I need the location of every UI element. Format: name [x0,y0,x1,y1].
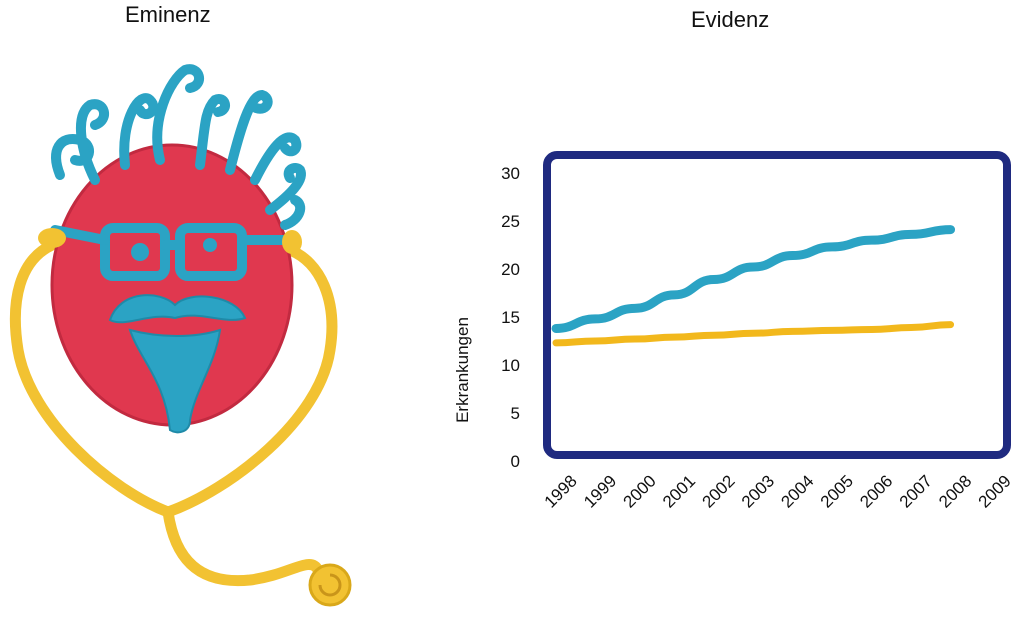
y-axis-label: Erkrankungen [453,317,472,423]
series-line-1 [551,225,956,333]
x-tick-label: 2004 [777,471,817,511]
y-tick-label: 25 [501,212,520,231]
stethoscope-chest-piece [308,563,352,607]
left-eye [131,243,149,261]
x-tick-label: 2000 [620,471,660,511]
y-tick-label: 30 [501,164,520,183]
chart-frame [543,151,1011,459]
x-tick-label: 2003 [738,471,778,511]
x-tick-label: 2001 [659,471,699,511]
x-tick-label: 1999 [580,471,620,511]
glasses [50,223,295,281]
y-tick-label: 0 [511,452,520,471]
clay-doctor-illustration [9,64,352,607]
stethoscope [9,239,338,587]
x-tick-label: 1998 [541,471,581,511]
face [52,145,292,425]
series-line-2 [552,321,955,347]
x-tick-label: 2007 [896,471,936,511]
x-tick-label: 2008 [935,471,975,511]
hair [51,64,306,230]
x-tick-label: 2006 [856,471,896,511]
y-tick-label: 15 [501,308,520,327]
y-tick-label: 20 [501,260,520,279]
y-axis-ticks: 0 5 10 15 20 25 30 [501,164,520,471]
beard [128,328,222,434]
evidenz-title: Evidenz [691,7,770,32]
series-layer [551,225,956,347]
right-eye [203,238,217,252]
x-tick-label: 2005 [817,471,857,511]
eminenz-title: Eminenz [125,2,211,27]
x-tick-label: 2009 [975,471,1015,511]
x-tick-label: 2002 [698,471,738,511]
y-tick-label: 5 [511,404,520,423]
mustache [108,294,247,324]
y-tick-label: 10 [501,356,520,375]
x-axis-ticks: 1998 1999 2000 2001 2002 2003 2004 2005 2006 2007… [541,471,1015,511]
